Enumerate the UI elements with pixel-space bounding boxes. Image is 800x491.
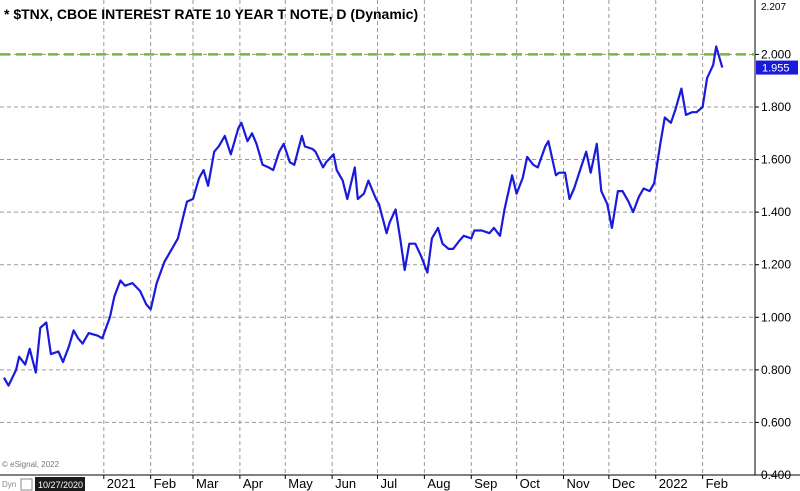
last-value-badge: 1.955: [756, 60, 798, 75]
last-value-label: 1.955: [762, 63, 790, 75]
last-value-background: [756, 60, 798, 75]
x-tick-label-10: Nov: [566, 476, 590, 491]
x-tick-label-3: Apr: [243, 476, 264, 491]
x-tick-label-0: 2021: [107, 476, 136, 491]
x-tick-label-1: Feb: [154, 476, 176, 491]
x-tick-label-8: Sep: [474, 476, 497, 491]
x-tick-label-12: 2022: [659, 476, 688, 491]
y-tick-label-3: 1.000: [761, 310, 791, 324]
mode-toggle[interactable]: [20, 478, 33, 491]
x-tick-label-4: May: [288, 476, 313, 491]
x-tick-label-9: Oct: [520, 476, 541, 491]
x-tick-label-7: Aug: [427, 476, 450, 491]
y-tick-label-1: 0.600: [761, 415, 791, 429]
y-tick-label-0: 0.400: [761, 468, 791, 482]
x-axis-ticks: 2021 Feb Mar Apr May Jun Jul Aug Sep Oct Nov Dec 202…: [103, 475, 728, 491]
date-box[interactable]: [35, 477, 85, 491]
y-tick-label-6: 1.600: [761, 153, 791, 167]
x-tick-label-5: Jun: [335, 476, 356, 491]
chart-title: * $TNX, CBOE INTEREST RATE 10 YEAR T NOT…: [4, 6, 418, 22]
mode-label: Dyn: [2, 480, 16, 489]
vertical-gridlines: [103, 0, 704, 475]
series-line-tnx: [3, 45, 724, 387]
y-tick-label-4: 1.200: [761, 258, 791, 272]
x-tick-label-13: Feb: [706, 476, 728, 491]
x-tick-label-6: Jul: [381, 476, 398, 491]
y-axis-ticks: 0.400 0.600 0.800 1.000 1.200 1.400 1.600 1.800…: [755, 47, 791, 482]
date-box-label: 10/27/2020: [38, 480, 83, 490]
x-tick-label-11: Dec: [612, 476, 636, 491]
y-tick-label-7: 1.800: [761, 100, 791, 114]
copyright-text: © eSignal, 2022: [2, 460, 60, 469]
y-tick-label-5: 1.400: [761, 205, 791, 219]
x-tick-label-2: Mar: [196, 476, 219, 491]
y-tick-label-8: 2.000: [761, 47, 791, 61]
y-top-label: 2.207: [761, 2, 786, 13]
y-tick-label-2: 0.800: [761, 363, 791, 377]
